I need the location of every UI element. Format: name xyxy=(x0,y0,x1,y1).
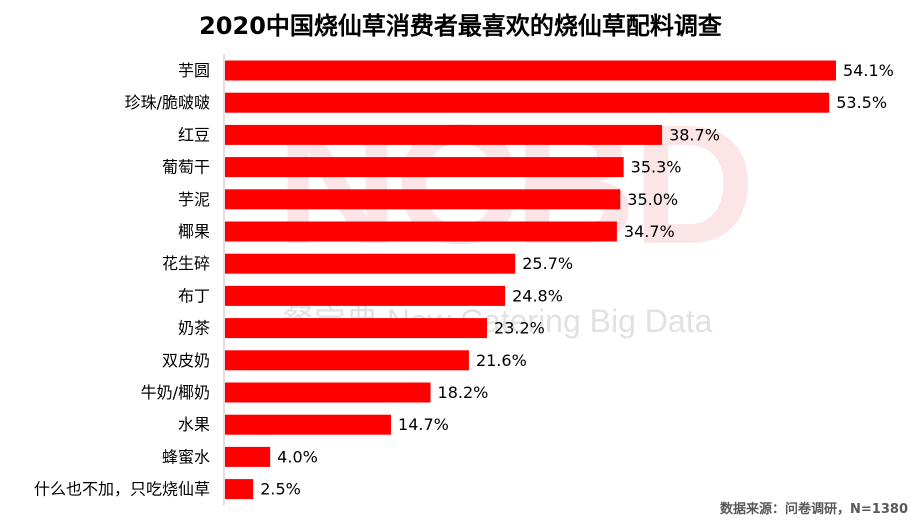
bar xyxy=(225,318,488,339)
category-label: 花生碎 xyxy=(162,254,210,273)
source-note: 数据来源：问卷调研，N=1380 xyxy=(720,502,908,517)
category-label: 椰果 xyxy=(178,222,210,241)
category-label: 水果 xyxy=(178,415,210,434)
value-label: 2.5% xyxy=(260,480,301,499)
category-label: 珍珠/脆啵啵 xyxy=(125,93,210,112)
bar xyxy=(225,157,624,178)
chart-title: 2020中国烧仙草消费者最喜欢的烧仙草配料调查 xyxy=(199,12,722,40)
bar xyxy=(225,253,516,274)
value-label: 54.1% xyxy=(843,61,894,80)
category-label: 葡萄干 xyxy=(162,158,210,177)
value-label: 38.7% xyxy=(669,125,720,144)
value-label: 34.7% xyxy=(624,222,675,241)
value-label: 53.5% xyxy=(836,93,887,112)
category-label: 红豆 xyxy=(178,125,210,144)
value-label: 35.3% xyxy=(631,158,682,177)
category-label: 什么也不加，只吃烧仙草 xyxy=(34,480,210,499)
bar xyxy=(225,479,254,500)
bar xyxy=(225,189,621,210)
bar xyxy=(225,221,617,242)
category-label: 蜂蜜水 xyxy=(162,447,210,466)
bar xyxy=(225,350,469,371)
value-label: 18.2% xyxy=(438,383,489,402)
bar xyxy=(225,446,271,467)
bar xyxy=(225,382,431,403)
bar xyxy=(225,414,392,435)
bar xyxy=(225,124,663,145)
category-label: 布丁 xyxy=(178,286,210,305)
value-label: 21.6% xyxy=(476,351,527,370)
bar xyxy=(225,60,836,81)
value-label: 4.0% xyxy=(277,447,318,466)
category-label: 双皮奶 xyxy=(162,351,210,370)
category-label: 牛奶/椰奶 xyxy=(141,383,210,402)
bar xyxy=(225,285,506,306)
category-label: 奶茶 xyxy=(178,319,210,338)
value-label: 14.7% xyxy=(398,415,449,434)
category-label: 芋圆 xyxy=(178,61,210,80)
value-label: 35.0% xyxy=(627,190,678,209)
value-label: 23.2% xyxy=(494,319,545,338)
value-label: 24.8% xyxy=(512,286,563,305)
value-label: 25.7% xyxy=(522,254,573,273)
bar xyxy=(225,92,830,113)
category-label: 芋泥 xyxy=(178,190,210,209)
